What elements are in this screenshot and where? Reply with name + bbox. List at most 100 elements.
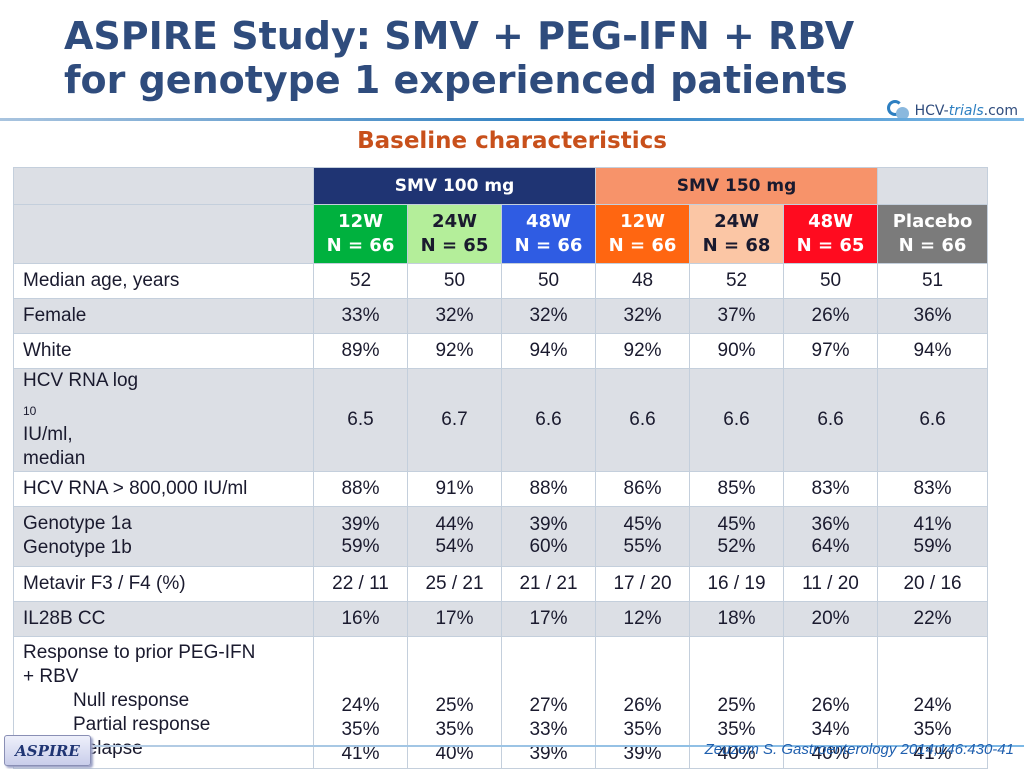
table-cell: 6.6 (500, 368, 597, 472)
table-cell: 86% (595, 470, 691, 507)
row-label: Genotype 1a Genotype 1b (13, 505, 314, 567)
arm-smv100-48w: 48W N = 66 (500, 204, 597, 264)
row-label: Median age, years (13, 263, 314, 299)
group-smv-100: SMV 100 mg (312, 167, 597, 205)
footer-divider (94, 745, 1024, 747)
table-cell: 26% (783, 298, 879, 334)
table-cell: 50 (407, 263, 502, 299)
table-cell: 6.7 (407, 368, 502, 472)
arm-header-row: 12W N = 66 24W N = 65 48W N = 66 12W N = 66 … (13, 204, 989, 264)
row-label: IL28B CC (13, 600, 314, 637)
row-label: Female (13, 298, 314, 334)
table-cell: 85% (689, 470, 785, 507)
table-cell: 6.6 (783, 368, 879, 472)
header-blank-cell (13, 167, 314, 205)
table-cell: 17 / 20 (595, 565, 691, 602)
slide-title: ASPIRE Study: SMV + PEG-IFN + RBV for ge… (64, 14, 854, 102)
table-cell: 6.6 (877, 368, 989, 472)
row-label: Metavir F3 / F4 (%) (13, 565, 314, 602)
table-cell: 24% 35% 41% (313, 635, 408, 769)
row-hcv-rna-800k: HCV RNA > 800,000 IU/ml 88% 91% 88% 86% … (13, 470, 989, 507)
row-genotype: Genotype 1a Genotype 1b 39% 59% 44% 54% 39… (13, 505, 989, 567)
row-label: HCV RNA > 800,000 IU/ml (13, 470, 314, 507)
arm-smv150-48w: 48W N = 65 (783, 204, 879, 264)
table-cell: 6.6 (595, 368, 691, 472)
title-line-2: for genotype 1 experienced patients (64, 58, 848, 102)
table-cell: 6.6 (689, 368, 785, 472)
citation: Zeuzem S. Gastroenterology 2014;146:430-… (704, 741, 1014, 758)
row-metavir: Metavir F3 / F4 (%) 22 / 11 25 / 21 21 /… (13, 565, 989, 602)
header-blank-cell (877, 167, 989, 205)
table-cell: 37% (689, 298, 785, 334)
table-cell: 52 (689, 263, 785, 299)
header-blank-cell (13, 204, 314, 264)
table-cell: 20% (783, 600, 879, 637)
table-cell: 94% (877, 333, 989, 369)
table-cell: 22 / 11 (313, 565, 408, 602)
title-line-1: ASPIRE Study: SMV + PEG-IFN + RBV (64, 14, 855, 58)
table-cell: 89% (313, 333, 408, 369)
table-cell: 83% (877, 470, 989, 507)
arm-placebo: Placebo N = 66 (877, 204, 989, 264)
table-cell: 11 / 20 (783, 565, 879, 602)
baseline-characteristics-table: SMV 100 mg SMV 150 mg 12W N = 66 24W N = 6… (13, 167, 989, 769)
table-cell: 12% (595, 600, 691, 637)
table-cell: 51 (877, 263, 989, 299)
table-cell: 45% 55% (595, 505, 691, 567)
table-cell: 92% (407, 333, 502, 369)
row-label: White (13, 333, 314, 369)
group-header-row: SMV 100 mg SMV 150 mg (13, 167, 989, 205)
table-cell: 25% 35% 40% (407, 635, 502, 769)
table-cell: 45% 52% (689, 505, 785, 567)
table-cell: 39% 60% (500, 505, 597, 567)
table-cell: 36% (877, 298, 989, 334)
row-median-age: Median age, years 52 50 50 48 52 50 51 (13, 263, 989, 299)
table-cell: 44% 54% (407, 505, 502, 567)
table-cell: 20 / 16 (877, 565, 989, 602)
table-cell: 88% (500, 470, 597, 507)
table-cell: 88% (313, 470, 408, 507)
table-cell: 32% (407, 298, 502, 334)
table-cell: 21 / 21 (500, 565, 597, 602)
group-smv-150: SMV 150 mg (595, 167, 879, 205)
table-cell: 39% 59% (313, 505, 408, 567)
title-divider (0, 118, 1024, 121)
row-hcv-rna-log: HCV RNA log 10 IU/ml, median 6.5 6.7 6.6 … (13, 368, 989, 472)
table-cell: 48 (595, 263, 691, 299)
table-cell: 33% (313, 298, 408, 334)
table-cell: 16 / 19 (689, 565, 785, 602)
table-cell: 26% 35% 39% (595, 635, 691, 769)
table-cell: 90% (689, 333, 785, 369)
row-female: Female 33% 32% 32% 32% 37% 26% 36% (13, 298, 989, 334)
row-white: White 89% 92% 94% 92% 90% 97% 94% (13, 333, 989, 369)
table-cell: 17% (407, 600, 502, 637)
table-cell: 83% (783, 470, 879, 507)
logo-text: HCV-trials.com (914, 103, 1018, 119)
logo-mark-icon (886, 100, 911, 122)
table-cell: 36% 64% (783, 505, 879, 567)
study-badge[interactable]: ASPIRE (4, 735, 91, 766)
table-cell: 6.5 (313, 368, 408, 472)
table-cell: 22% (877, 600, 989, 637)
table-cell: 91% (407, 470, 502, 507)
table-cell: 16% (313, 600, 408, 637)
table-cell: 18% (689, 600, 785, 637)
table-cell: 92% (595, 333, 691, 369)
table-cell: 94% (500, 333, 597, 369)
table-cell: 27% 33% 39% (500, 635, 597, 769)
arm-smv100-12w: 12W N = 66 (313, 204, 408, 264)
hcv-trials-logo[interactable]: HCV-trials.com (886, 97, 1018, 125)
table-cell: 50 (500, 263, 597, 299)
table-subtitle: Baseline characteristics (357, 128, 667, 154)
table-cell: 52 (313, 263, 408, 299)
table-cell: 97% (783, 333, 879, 369)
table-cell: 17% (500, 600, 597, 637)
table-cell: 50 (783, 263, 879, 299)
row-label: HCV RNA log 10 IU/ml, median (13, 368, 314, 472)
table-cell: 41% 59% (877, 505, 989, 567)
arm-smv150-12w: 12W N = 66 (595, 204, 691, 264)
table-cell: 25 / 21 (407, 565, 502, 602)
row-il28b: IL28B CC 16% 17% 17% 12% 18% 20% 22% (13, 600, 989, 637)
arm-smv150-24w: 24W N = 68 (689, 204, 785, 264)
arm-smv100-24w: 24W N = 65 (407, 204, 502, 264)
